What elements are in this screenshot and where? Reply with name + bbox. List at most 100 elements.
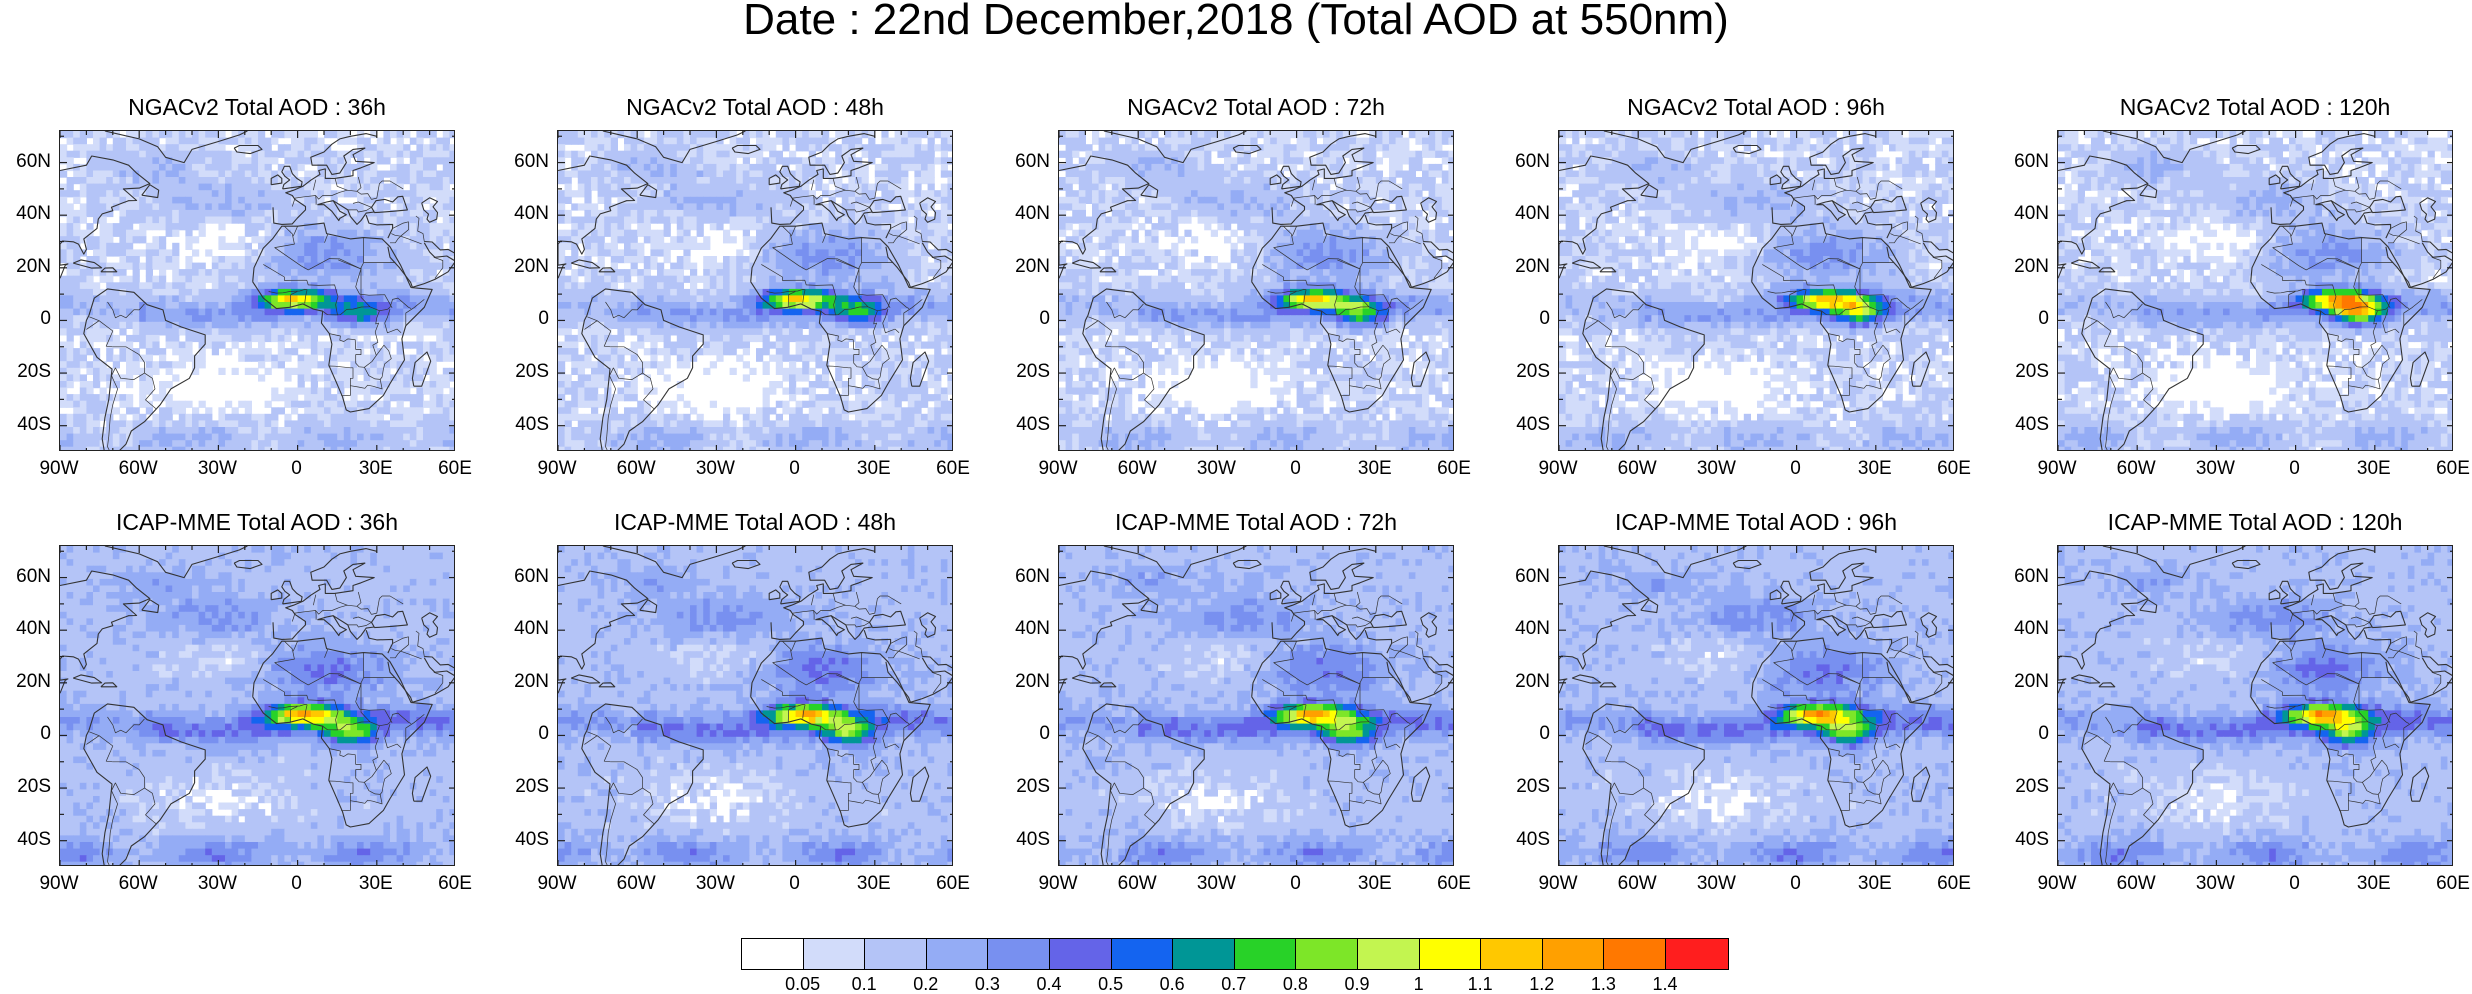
coastline	[1232, 144, 1262, 155]
country-border	[2261, 679, 2337, 731]
country-border	[1389, 235, 1400, 244]
country-border	[334, 178, 348, 191]
coastline	[2102, 131, 2246, 164]
aod-field-map	[558, 546, 952, 865]
coastline	[72, 259, 103, 269]
lat-tick-label: 20N	[499, 671, 549, 692]
coastline	[1769, 589, 1782, 601]
country-border	[2382, 738, 2400, 749]
country-border	[405, 299, 425, 325]
lat-tick-label: 0	[499, 724, 549, 744]
country-border	[1383, 723, 1390, 739]
country-border	[371, 595, 404, 615]
colorbar-label: 1	[1394, 975, 1444, 993]
coastline	[1364, 630, 1393, 654]
coastline	[1599, 682, 1617, 688]
country-border	[384, 308, 391, 324]
coastline	[1923, 240, 1953, 254]
country-border	[889, 221, 907, 237]
map-panel	[557, 130, 953, 451]
lat-tick-label: 60N	[1, 566, 51, 587]
lon-tick-label: 30E	[346, 459, 406, 479]
coastline	[387, 657, 454, 703]
coastline	[2250, 222, 2431, 413]
lon-tick-label: 60E	[425, 459, 485, 479]
coastline	[779, 580, 801, 605]
lat-tick-label: 20S	[1, 362, 51, 382]
country-border	[2290, 641, 2296, 652]
country-border	[1791, 641, 1797, 652]
country-border	[1106, 367, 1117, 450]
country-border	[322, 721, 370, 731]
colorbar-swatch	[1419, 939, 1482, 969]
coastline	[141, 184, 160, 199]
colorbar-label: 0.5	[1086, 975, 1136, 993]
country-border	[1914, 215, 1924, 242]
colorbar-swatch	[988, 939, 1050, 969]
country-border	[820, 721, 868, 731]
colorbar-label: 0.7	[1209, 975, 1259, 993]
country-border	[1890, 221, 1908, 237]
country-border	[390, 235, 401, 244]
country-border	[1404, 714, 1424, 740]
aod-field-cells	[2058, 131, 2452, 450]
lat-tick-label: 20S	[499, 362, 549, 382]
coastline	[1269, 589, 1282, 601]
lon-tick-label: 30E	[2344, 874, 2404, 894]
country-border	[86, 735, 114, 763]
country-border	[2374, 759, 2390, 795]
country-border	[1388, 712, 1411, 724]
lon-tick-label: 90W	[1528, 459, 1588, 479]
country-border	[850, 616, 870, 623]
country-border	[858, 267, 889, 312]
lon-tick-label: 90W	[527, 459, 587, 479]
country-border	[1849, 782, 1882, 805]
coastline	[830, 195, 906, 225]
coastline	[1640, 599, 1659, 614]
lat-tick-label: 40N	[1500, 204, 1550, 224]
coastline	[731, 144, 761, 155]
lon-tick-label: 90W	[1028, 459, 1088, 479]
coastline	[332, 195, 408, 225]
country-border	[1767, 704, 1807, 709]
country-border	[2320, 721, 2368, 731]
country-border	[1889, 235, 1900, 244]
coastline	[60, 570, 151, 694]
country-border	[1890, 636, 1908, 652]
country-border	[2413, 215, 2423, 242]
country-border	[1327, 365, 1353, 397]
country-border	[1262, 679, 1338, 731]
country-border	[836, 259, 891, 308]
coastline	[1582, 703, 1705, 865]
lat-tick-label: 40N	[1000, 619, 1050, 639]
lon-tick-label: 60E	[1424, 459, 1484, 479]
country-border	[2403, 714, 2423, 740]
country-border	[2272, 225, 2293, 248]
country-border	[107, 782, 118, 865]
lat-tick-label: 60N	[1000, 566, 1050, 587]
country-border	[1606, 367, 1617, 450]
country-border	[826, 780, 852, 812]
lon-tick-label: 0	[267, 459, 327, 479]
country-border	[1291, 226, 1297, 237]
country-border	[1788, 706, 1797, 723]
country-border	[1399, 650, 1421, 660]
country-border	[822, 648, 827, 658]
country-border	[1837, 674, 1892, 723]
country-border	[1899, 650, 1921, 660]
country-border	[848, 782, 881, 805]
country-border	[802, 704, 806, 719]
lat-tick-label: 60N	[1500, 151, 1550, 172]
country-border	[1828, 310, 1879, 368]
country-border	[391, 636, 409, 652]
country-border	[874, 344, 890, 380]
coastline	[1271, 548, 1376, 640]
country-border	[802, 289, 806, 304]
country-border	[1303, 704, 1307, 719]
coastline	[233, 559, 263, 570]
colorbar-label: 1.2	[1517, 975, 1567, 993]
country-border	[1823, 233, 1828, 243]
coastline	[2419, 197, 2437, 223]
coastline	[1410, 766, 1431, 802]
country-border	[2382, 323, 2400, 334]
